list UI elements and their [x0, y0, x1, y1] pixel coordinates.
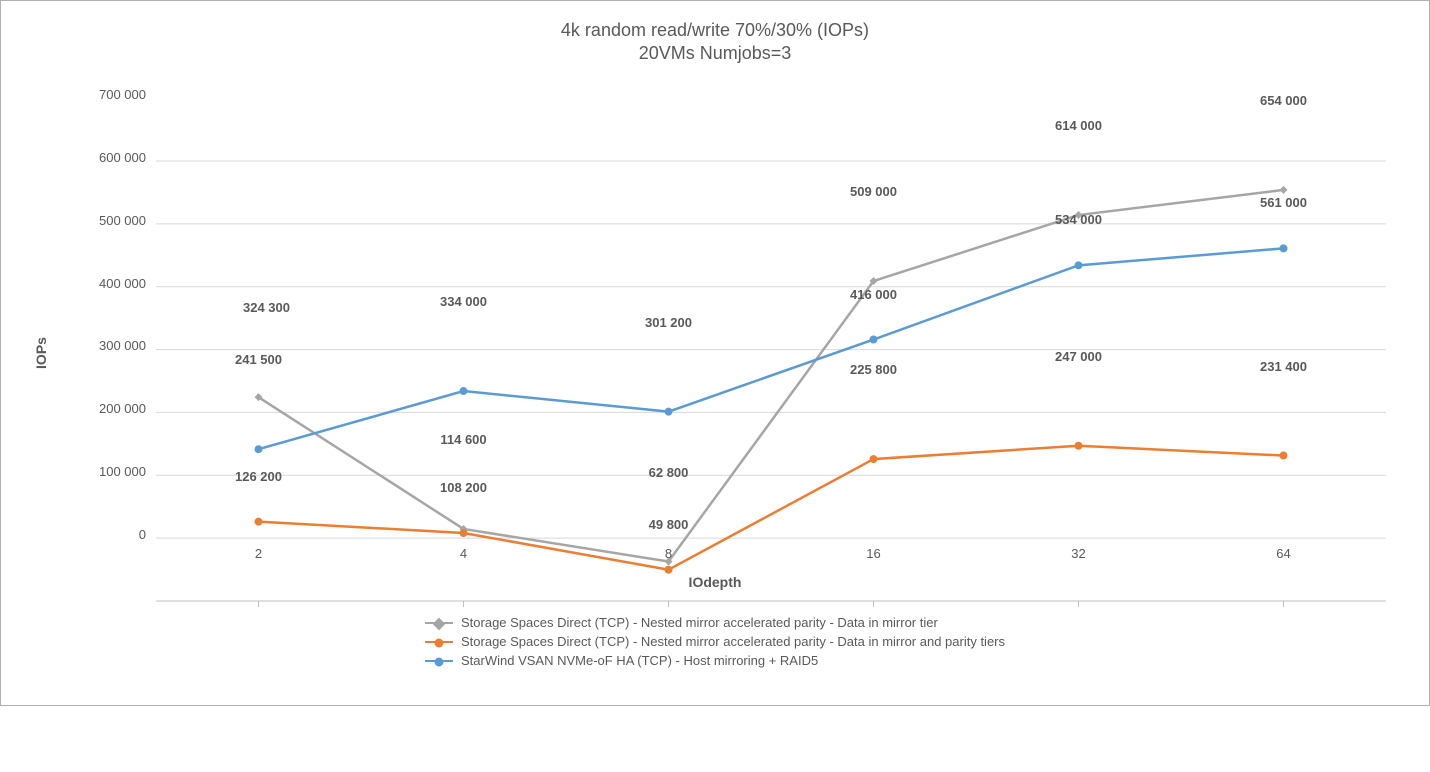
x-tick-label: 2 — [255, 546, 262, 561]
data-label: 231 400 — [1260, 359, 1307, 374]
legend-item: Storage Spaces Direct (TCP) - Nested mir… — [425, 634, 1005, 649]
data-label: 247 000 — [1055, 349, 1102, 364]
legend-marker-icon — [433, 617, 446, 630]
data-label: 225 800 — [850, 362, 897, 377]
data-label: 334 000 — [440, 294, 487, 309]
y-tick-label: 300 000 — [99, 338, 146, 353]
legend-marker-icon — [434, 638, 443, 647]
data-label: 126 200 — [235, 469, 282, 484]
y-tick-label: 700 000 — [99, 87, 146, 102]
x-tick-label: 8 — [665, 546, 672, 561]
chart-title: 4k random read/write 70%/30% (IOPs) 20VM… — [1, 19, 1429, 66]
x-tick-label: 64 — [1276, 546, 1290, 561]
data-label: 114 600 — [440, 432, 486, 447]
y-tick-label: 200 000 — [99, 401, 146, 416]
legend-label: Storage Spaces Direct (TCP) - Nested mir… — [461, 615, 938, 630]
legend-marker-icon — [434, 657, 443, 666]
data-label: 534 000 — [1055, 212, 1102, 227]
y-tick-label: 500 000 — [99, 213, 146, 228]
legend-swatch — [425, 660, 453, 662]
legend-label: StarWind VSAN NVMe-oF HA (TCP) - Host mi… — [461, 653, 818, 668]
data-label: 62 800 — [649, 465, 689, 480]
y-tick-label: 0 — [139, 527, 146, 542]
x-axis-label: IOdepth — [689, 574, 742, 590]
data-label: 561 000 — [1260, 195, 1307, 210]
legend-item: Storage Spaces Direct (TCP) - Nested mir… — [425, 615, 1005, 630]
data-label: 614 000 — [1055, 118, 1102, 133]
data-label: 241 500 — [235, 352, 282, 367]
data-label: 654 000 — [1260, 93, 1307, 108]
data-label: 108 200 — [440, 480, 487, 495]
data-label: 509 000 — [850, 184, 897, 199]
x-tick-label: 4 — [460, 546, 467, 561]
legend: Storage Spaces Direct (TCP) - Nested mir… — [425, 611, 1005, 672]
x-tick-label: 32 — [1071, 546, 1085, 561]
chart-title-line2: 20VMs Numjobs=3 — [639, 43, 792, 63]
x-tick-label: 16 — [866, 546, 880, 561]
data-label: 416 000 — [850, 287, 897, 302]
data-label: 324 300 — [243, 300, 290, 315]
legend-swatch — [425, 622, 453, 624]
chart-title-line1: 4k random read/write 70%/30% (IOPs) — [561, 20, 869, 40]
legend-swatch — [425, 641, 453, 643]
legend-label: Storage Spaces Direct (TCP) - Nested mir… — [461, 634, 1005, 649]
legend-item: StarWind VSAN NVMe-oF HA (TCP) - Host mi… — [425, 653, 1005, 668]
y-tick-label: 600 000 — [99, 150, 146, 165]
data-label: 49 800 — [649, 517, 689, 532]
y-tick-label: 400 000 — [99, 276, 146, 291]
data-label: 301 200 — [645, 315, 692, 330]
y-tick-label: 100 000 — [99, 464, 146, 479]
y-axis-label: IOPs — [33, 337, 49, 369]
chart-container: 4k random read/write 70%/30% (IOPs) 20VM… — [0, 0, 1430, 706]
